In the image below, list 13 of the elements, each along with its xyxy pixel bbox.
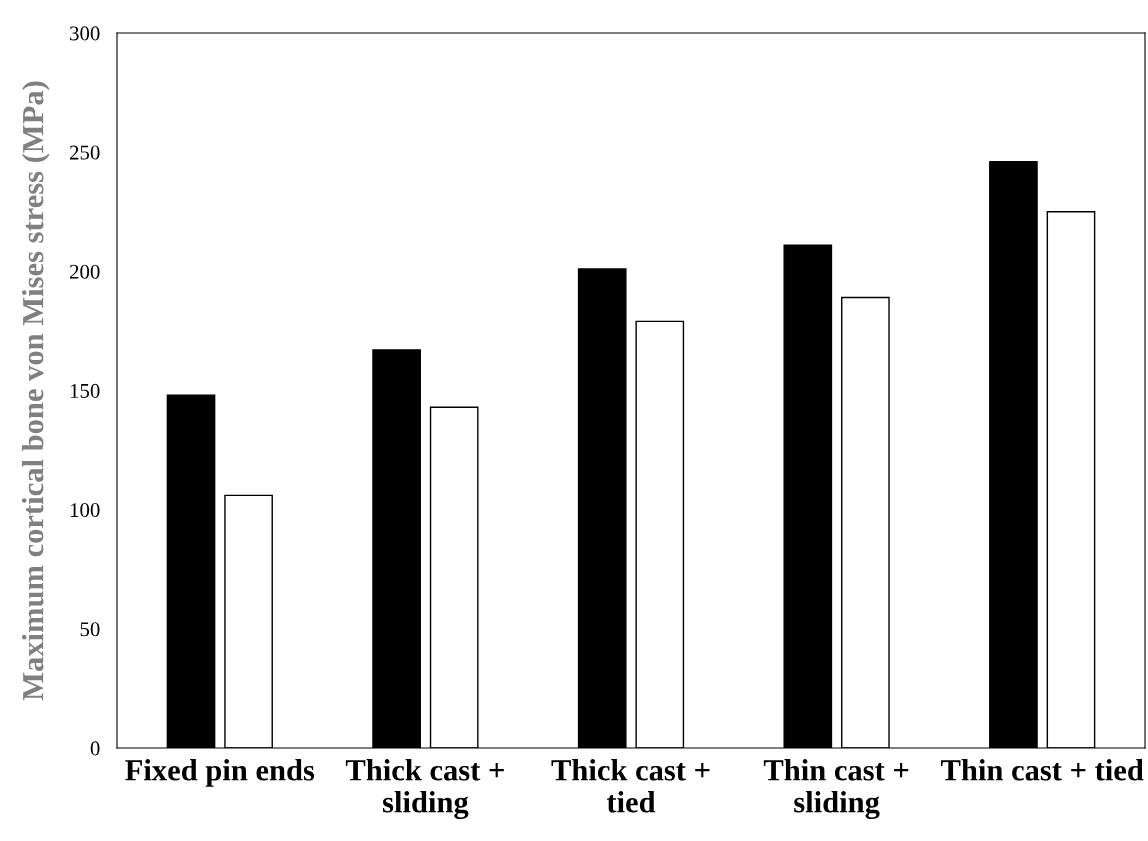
x-tick-label: Fixed pin ends [125,759,315,787]
x-tick-label: Thick cast + tied [551,759,710,813]
x-tick-label: Thin cast + sliding [763,759,909,820]
y-tick-label: 50 [80,622,100,637]
y-axis-title: Maximum cortical bone von Mises stress (MPa) [21,81,50,701]
x-tick-label: Thick cast + sliding [345,759,504,820]
x-tick-label: Thin cast + tied [941,759,1144,781]
y-tick-label: 200 [70,264,100,279]
y-tick-label: 150 [70,383,100,398]
y-tick-label: 100 [70,503,100,518]
y-tick-label: 0 [90,741,100,756]
y-tick-label: 300 [70,26,100,41]
y-tick-label: 250 [70,145,100,160]
